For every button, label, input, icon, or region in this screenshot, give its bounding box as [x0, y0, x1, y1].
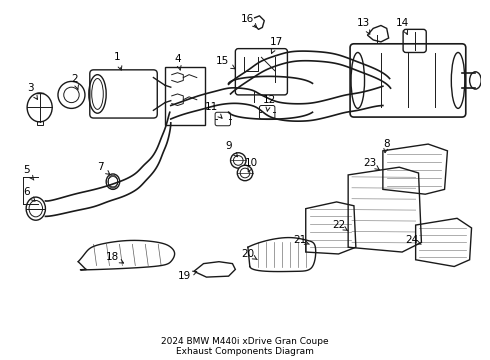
- Ellipse shape: [237, 165, 253, 181]
- Text: 8: 8: [383, 139, 390, 153]
- Text: 17: 17: [270, 37, 283, 53]
- Text: 21: 21: [294, 235, 309, 246]
- Text: 24: 24: [405, 235, 421, 246]
- Text: 18: 18: [106, 252, 123, 263]
- Text: 7: 7: [97, 162, 110, 175]
- Text: 1: 1: [114, 52, 122, 70]
- Text: 5: 5: [23, 165, 34, 180]
- Text: 22: 22: [332, 220, 348, 231]
- Text: 12: 12: [263, 95, 276, 111]
- Text: 15: 15: [216, 56, 235, 69]
- Ellipse shape: [106, 174, 120, 189]
- Text: 13: 13: [357, 18, 370, 34]
- Text: 23: 23: [364, 158, 380, 170]
- Text: 11: 11: [205, 103, 222, 118]
- Text: 14: 14: [395, 18, 409, 35]
- Text: 10: 10: [245, 158, 258, 172]
- Text: 2024 BMW M440i xDrive Gran Coupe
Exhaust Components Diagram: 2024 BMW M440i xDrive Gran Coupe Exhaust…: [161, 337, 329, 356]
- Ellipse shape: [230, 153, 246, 168]
- Text: 19: 19: [178, 271, 197, 281]
- Text: 2: 2: [71, 73, 78, 89]
- Text: 20: 20: [242, 249, 257, 260]
- Text: 16: 16: [241, 14, 257, 28]
- Text: 9: 9: [225, 141, 238, 157]
- Text: 6: 6: [23, 187, 35, 201]
- Text: 4: 4: [174, 54, 181, 70]
- Bar: [165, 67, 205, 125]
- Text: 3: 3: [26, 83, 38, 99]
